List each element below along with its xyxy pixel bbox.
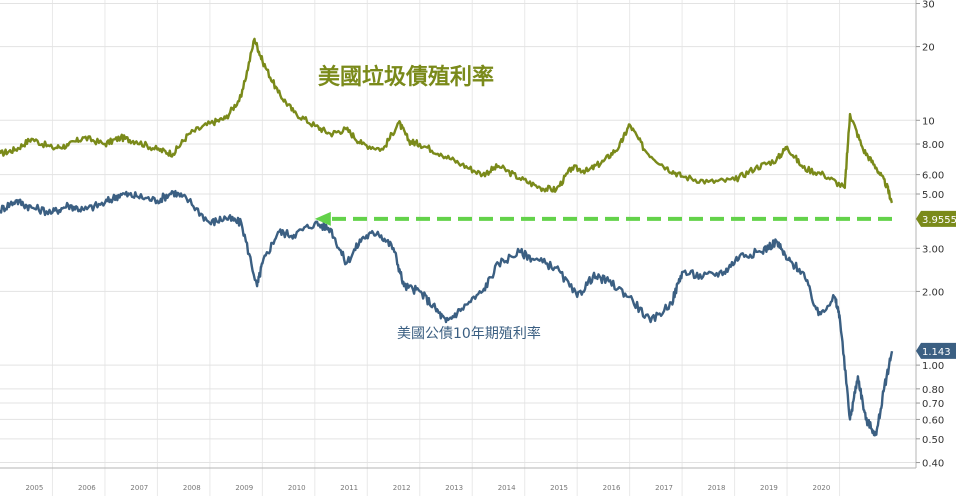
y-tick-label: 0.80 — [922, 385, 944, 396]
x-tick-label: 2016 — [603, 484, 621, 492]
y-tick-label: 20 — [922, 43, 935, 54]
x-tick-label: 2009 — [235, 484, 253, 492]
x-tick-label: 2012 — [393, 484, 411, 492]
annotation — [314, 211, 892, 226]
x-tick-label: 2005 — [25, 484, 43, 492]
y-tick-label: 0.70 — [922, 399, 944, 410]
value-tag-box — [916, 342, 956, 359]
last-value-tags: 3.9555 1.143 — [916, 210, 956, 359]
y-tick-label: 0.50 — [922, 435, 944, 446]
dashed-arrow-head — [314, 211, 331, 226]
y-tick-label: 1.00 — [922, 361, 944, 372]
series-label-treasury-10y: 美國公債10年期殖利率 — [397, 325, 541, 342]
y-tick-label: 6.00 — [922, 171, 944, 182]
x-tick-label: 2020 — [813, 484, 831, 492]
x-tick-label: 2010 — [288, 484, 306, 492]
x-tick-label: 2017 — [655, 484, 673, 492]
y-tick-label: 0.40 — [922, 459, 944, 470]
x-tick-label: 2019 — [760, 484, 778, 492]
x-tick-label: 2013 — [445, 484, 463, 492]
value-tag-box — [916, 210, 956, 227]
x-tick-label: 2008 — [183, 484, 201, 492]
y-tick-label: 2.00 — [922, 287, 944, 298]
series-line-treasury-10y — [0, 189, 894, 437]
last-value-tag-junk-bond: 3.9555 — [916, 210, 956, 227]
last-value-tag-treasury-10y: 1.143 — [916, 342, 956, 359]
x-tick-label: 2014 — [498, 484, 516, 492]
value-tag-text: 1.143 — [922, 347, 951, 358]
x-tick-label: 2018 — [708, 484, 726, 492]
series-lines — [0, 37, 894, 437]
x-tick-label: 2015 — [550, 484, 568, 492]
value-tag-text: 3.9555 — [922, 215, 956, 226]
x-tick-label: 2007 — [130, 484, 148, 492]
y-tick-label: 0.60 — [922, 415, 944, 426]
y-tick-label: 8.00 — [922, 140, 944, 151]
series-line-junk-bond — [0, 37, 894, 204]
x-tick-label: 2006 — [78, 484, 96, 492]
x-tick-label: 2011 — [340, 484, 358, 492]
y-tick-label: 10 — [922, 116, 935, 127]
y-tick-label: 30 — [922, 0, 935, 10]
series-label-junk-bond: 美國垃圾債殖利率 — [318, 64, 494, 90]
y-tick-label: 3.00 — [922, 244, 944, 255]
x-axis-ticks: 2005 2006 2007 2008 2009 2010 2011 2012 2013 2014… — [25, 484, 830, 492]
y-axis-ticks: 30 20 10 8.00 6.00 5.00 3.00 2.00 1.00 0.80 0.70 0.… — [916, 0, 944, 470]
y-tick-label: 5.00 — [922, 190, 944, 201]
